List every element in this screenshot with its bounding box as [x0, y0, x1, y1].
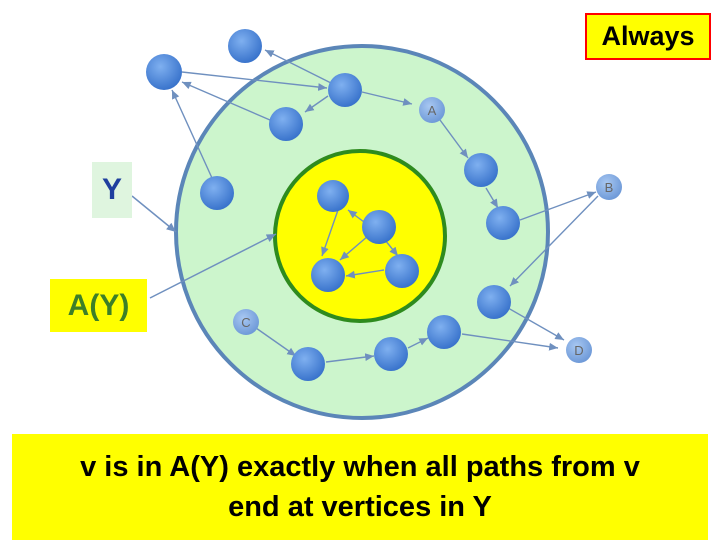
- label-ay: A(Y): [50, 279, 147, 332]
- caption-line-2: end at vertices in Y: [228, 491, 492, 523]
- graph-node: [486, 206, 520, 240]
- always-badge: Always: [585, 13, 711, 60]
- edge: [171, 89, 213, 179]
- edges: [171, 49, 599, 363]
- node-label-c: C: [241, 315, 250, 330]
- edge: [384, 239, 399, 257]
- edge: [304, 95, 329, 113]
- caption-line-1: v is in A(Y) exactly when all paths from…: [80, 451, 640, 483]
- inner-region-ay: [273, 149, 447, 323]
- edge: [325, 353, 375, 363]
- edge: [345, 269, 385, 279]
- graph-node: [228, 29, 262, 63]
- node-label-a: A: [428, 103, 437, 118]
- graph-node-a: [419, 97, 445, 123]
- graph-node: [427, 315, 461, 349]
- graph-node: [477, 285, 511, 319]
- edge: [407, 337, 429, 349]
- edge: [321, 209, 339, 257]
- caption-box: v is in A(Y) exactly when all paths from…: [12, 434, 708, 540]
- edge: [181, 71, 328, 91]
- edge: [255, 327, 297, 357]
- graph-node: [362, 210, 396, 244]
- graph-node: [385, 254, 419, 288]
- graph-node: [200, 176, 234, 210]
- graph-node: [317, 180, 349, 212]
- y-pointer-arrow: [131, 195, 177, 233]
- nodes: A B C D: [146, 29, 622, 381]
- graph-node: [464, 153, 498, 187]
- edge: [361, 91, 413, 106]
- edge: [181, 81, 271, 121]
- graph-node: [374, 337, 408, 371]
- graph-node: [328, 73, 362, 107]
- edge: [509, 195, 599, 287]
- node-label-d: D: [574, 343, 583, 358]
- edge: [439, 119, 469, 159]
- edge: [461, 333, 559, 351]
- label-y: Y: [92, 162, 132, 218]
- graph-node: [269, 107, 303, 141]
- edge: [485, 187, 499, 209]
- graph-node: [146, 54, 182, 90]
- node-label-b: B: [605, 180, 614, 195]
- graph-node: [311, 258, 345, 292]
- edge: [507, 307, 565, 341]
- ay-pointer-arrow: [149, 233, 277, 299]
- graph-node: [291, 347, 325, 381]
- edge: [519, 191, 597, 221]
- edge: [347, 209, 365, 223]
- graph-node-d: [566, 337, 592, 363]
- graph-node-b: [596, 174, 622, 200]
- graph-node-c: [233, 309, 259, 335]
